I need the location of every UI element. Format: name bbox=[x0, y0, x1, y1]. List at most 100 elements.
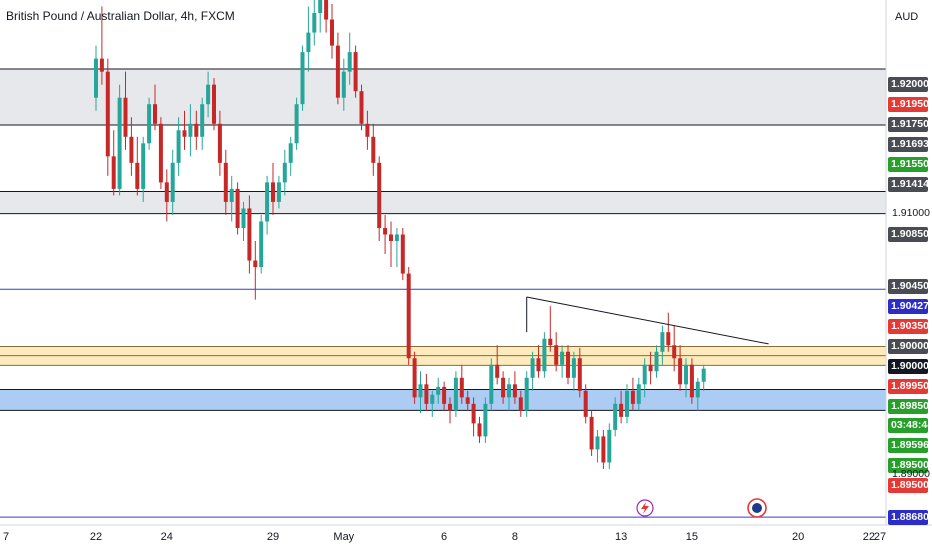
candle-body-43 bbox=[347, 52, 352, 72]
price-label-6: 1.91000 bbox=[892, 207, 930, 220]
candle-body-0 bbox=[94, 58, 98, 98]
candle-body-75 bbox=[536, 358, 541, 372]
candle-body-14 bbox=[176, 130, 181, 163]
candle-body-90 bbox=[625, 390, 629, 417]
price-label-3: 1.91693 bbox=[888, 136, 929, 152]
candle-body-55 bbox=[418, 384, 423, 398]
candle-body-74 bbox=[530, 358, 535, 378]
candle-body-15 bbox=[182, 130, 187, 137]
time-tick-7: 13 bbox=[614, 531, 628, 543]
candle-body-94 bbox=[648, 364, 653, 372]
candle-body-21 bbox=[217, 123, 222, 163]
price-label-10: 1.90350 bbox=[888, 318, 929, 334]
price-label-13: 1.89950 bbox=[888, 378, 929, 394]
candle-body-51 bbox=[394, 234, 399, 242]
candle-body-60 bbox=[448, 403, 452, 411]
candle-body-6 bbox=[129, 136, 134, 163]
candle-body-100 bbox=[684, 364, 688, 385]
candle-body-79 bbox=[560, 351, 565, 365]
candle-body-19 bbox=[206, 84, 211, 105]
candle-body-59 bbox=[442, 386, 447, 404]
candle-body-4 bbox=[117, 97, 122, 189]
candle-body-36 bbox=[306, 32, 311, 53]
candle-body-52 bbox=[400, 234, 405, 274]
candle-body-26 bbox=[247, 208, 252, 261]
candle-body-83 bbox=[583, 390, 588, 417]
candle-body-44 bbox=[353, 52, 358, 92]
candle-body-58 bbox=[436, 386, 441, 395]
candle-body-11 bbox=[158, 123, 163, 183]
candle-body-70 bbox=[507, 384, 511, 398]
candle-body-76 bbox=[542, 338, 547, 372]
candle-body-99 bbox=[678, 358, 683, 385]
price-label-16: 1.89596 bbox=[888, 438, 929, 454]
price-label-4: 1.91550 bbox=[888, 156, 929, 172]
chart-title: British Pound / Australian Dollar, 4h, F… bbox=[6, 9, 235, 23]
candle-body-27 bbox=[253, 260, 258, 268]
time-tick-5: 6 bbox=[441, 531, 448, 543]
time-tick-9: 20 bbox=[791, 531, 805, 543]
candle-body-2 bbox=[105, 71, 110, 157]
price-label-0: 1.92000 bbox=[888, 77, 929, 93]
candle-body-49 bbox=[383, 227, 388, 235]
candle-body-56 bbox=[424, 384, 429, 404]
time-tick-4: May bbox=[333, 531, 355, 543]
time-tick-8: 15 bbox=[685, 531, 699, 543]
trendline-layer[interactable] bbox=[526, 296, 769, 345]
candle-body-95 bbox=[654, 351, 659, 372]
candle-body-30 bbox=[271, 182, 275, 202]
candle-body-89 bbox=[619, 403, 624, 417]
price-label-19: 1.89000 bbox=[892, 467, 930, 480]
candle-body-97 bbox=[666, 332, 671, 346]
candle-body-93 bbox=[642, 364, 647, 385]
candle-body-63 bbox=[465, 397, 470, 404]
candle-body-57 bbox=[430, 394, 435, 404]
candle-body-41 bbox=[335, 45, 340, 98]
price-label-9: 1.90427 bbox=[888, 299, 929, 315]
candle-body-81 bbox=[571, 358, 576, 378]
candle-body-32 bbox=[282, 162, 287, 183]
time-tick-11: 27 bbox=[873, 531, 887, 543]
candle-body-48 bbox=[377, 162, 382, 228]
candle-body-35 bbox=[300, 52, 305, 105]
price-label-5: 1.91414 bbox=[888, 176, 929, 192]
candle-body-18 bbox=[200, 104, 205, 137]
candle-body-25 bbox=[241, 208, 246, 228]
candle-body-82 bbox=[577, 358, 582, 391]
candle-body-65 bbox=[477, 423, 482, 437]
candle-body-5 bbox=[123, 97, 128, 137]
candle-body-69 bbox=[501, 377, 506, 398]
candle-body-72 bbox=[518, 397, 523, 411]
price-label-2: 1.91750 bbox=[888, 117, 929, 133]
time-tick-1: 22 bbox=[89, 531, 103, 543]
candle-body-17 bbox=[194, 123, 199, 137]
candle-body-40 bbox=[330, 19, 334, 46]
candle-body-10 bbox=[153, 104, 157, 124]
event-icon-flag[interactable] bbox=[747, 498, 767, 518]
candle-body-13 bbox=[170, 162, 175, 202]
candle-body-84 bbox=[589, 416, 594, 450]
candle-body-22 bbox=[223, 162, 228, 202]
candle-body-101 bbox=[689, 364, 694, 398]
candle-body-103 bbox=[701, 368, 706, 382]
candle-body-88 bbox=[613, 403, 618, 430]
event-icon-flash[interactable] bbox=[636, 499, 654, 517]
candle-body-39 bbox=[324, 0, 329, 20]
candle-body-68 bbox=[495, 364, 500, 378]
candle-body-62 bbox=[459, 377, 464, 398]
candle-body-67 bbox=[489, 364, 494, 404]
currency-label[interactable]: AUD bbox=[895, 11, 919, 23]
price-label-7: 1.90850 bbox=[888, 226, 929, 242]
candle-body-80 bbox=[566, 351, 570, 378]
price-label-12: 1.90000 bbox=[888, 358, 929, 374]
candle-body-8 bbox=[141, 143, 146, 189]
candle-body-3 bbox=[111, 156, 116, 189]
time-tick-2: 24 bbox=[160, 531, 173, 543]
candle-body-33 bbox=[288, 143, 293, 163]
candle-body-85 bbox=[595, 436, 600, 450]
candle-body-91 bbox=[630, 390, 635, 404]
candle-body-46 bbox=[365, 123, 370, 137]
candle-body-1 bbox=[99, 58, 104, 72]
candle-body-66 bbox=[483, 403, 488, 437]
